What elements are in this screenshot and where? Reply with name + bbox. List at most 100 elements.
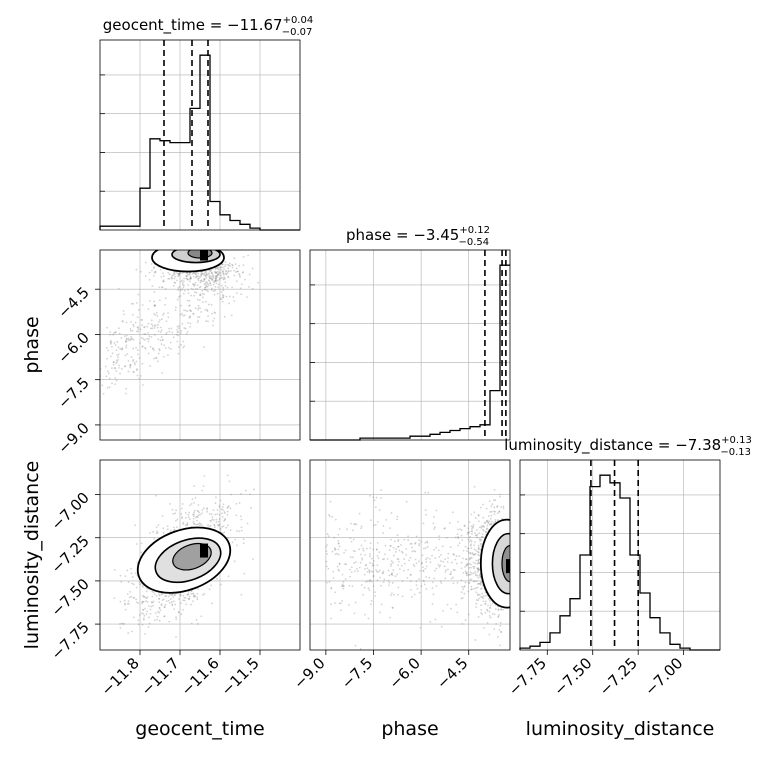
- scatter-phase-vs-luminosity_distance-point: [496, 512, 499, 515]
- scatter-phase-vs-luminosity_distance-point: [391, 572, 394, 574]
- scatter-geocent_time-vs-luminosity_distance-point: [181, 503, 184, 505]
- scatter-geocent_time-vs-phase-point: [144, 261, 147, 264]
- scatter-phase-vs-luminosity_distance-point: [354, 601, 357, 604]
- scatter-geocent_time-vs-luminosity_distance-point: [163, 606, 166, 608]
- scatter-phase-vs-luminosity_distance-point: [461, 596, 464, 599]
- scatter-geocent_time-vs-luminosity_distance-point: [168, 601, 171, 604]
- scatter-phase-vs-luminosity_distance-point: [336, 565, 339, 568]
- scatter-phase-vs-luminosity_distance-point: [382, 572, 384, 574]
- scatter-geocent_time-vs-phase-point: [209, 270, 212, 273]
- scatter-phase-vs-luminosity_distance-point: [337, 568, 340, 571]
- scatter-phase-vs-luminosity_distance-point: [481, 528, 484, 531]
- scatter-geocent_time-vs-luminosity_distance-point: [119, 600, 122, 603]
- scatter-geocent_time-vs-phase-point: [221, 270, 224, 273]
- scatter-phase-vs-luminosity_distance-point: [493, 513, 496, 516]
- scatter-geocent_time-vs-phase-point: [209, 282, 211, 284]
- scatter-phase-vs-luminosity_distance-point: [470, 547, 473, 550]
- scatter-geocent_time-vs-luminosity_distance-point: [193, 594, 195, 597]
- scatter-phase-vs-luminosity_distance-point: [410, 595, 413, 598]
- scatter-phase-vs-luminosity_distance-point: [464, 545, 467, 548]
- scatter-geocent_time-vs-luminosity_distance-point: [174, 512, 177, 515]
- scatter-geocent_time-vs-phase-point: [184, 309, 187, 312]
- scatter-geocent_time-vs-luminosity_distance-point: [145, 600, 147, 603]
- scatter-geocent_time-vs-luminosity_distance-point: [123, 622, 125, 625]
- scatter-geocent_time-vs-phase-point: [216, 276, 218, 279]
- scatter-geocent_time-vs-luminosity_distance-point: [249, 493, 251, 496]
- scatter-geocent_time-vs-luminosity_distance-point: [221, 525, 224, 528]
- scatter-geocent_time-vs-luminosity_distance-point: [142, 608, 145, 611]
- scatter-geocent_time-vs-phase-point: [204, 274, 207, 277]
- scatter-geocent_time-vs-phase-point: [153, 333, 156, 336]
- scatter-phase-vs-luminosity_distance-point: [360, 525, 363, 528]
- scatter-geocent_time-vs-phase-point: [171, 331, 174, 334]
- scatter-phase-vs-luminosity_distance-point: [435, 567, 438, 570]
- scatter-geocent_time-vs-phase-point: [160, 329, 163, 332]
- scatter-phase-vs-luminosity_distance-point: [342, 581, 345, 583]
- scatter-geocent_time-vs-phase-point: [182, 292, 185, 295]
- scatter-geocent_time-vs-phase-point: [199, 307, 202, 310]
- scatter-geocent_time-vs-phase-point: [132, 338, 135, 341]
- scatter-geocent_time-vs-luminosity_distance-point: [129, 590, 132, 593]
- scatter-geocent_time-vs-phase-point: [225, 273, 228, 276]
- scatter-phase-vs-luminosity_distance-point: [452, 582, 455, 585]
- scatter-phase-vs-luminosity_distance-point: [444, 577, 447, 580]
- scatter-phase-vs-luminosity_distance-point: [382, 524, 385, 527]
- scatter-geocent_time-vs-phase-point: [139, 375, 142, 377]
- scatter-geocent_time-vs-phase-point: [132, 358, 135, 361]
- scatter-phase-vs-luminosity_distance-point: [334, 518, 337, 521]
- scatter-geocent_time-vs-phase-point: [197, 319, 200, 322]
- scatter-geocent_time-vs-phase-point: [141, 319, 143, 321]
- scatter-phase-vs-luminosity_distance-point: [498, 511, 501, 513]
- scatter-geocent_time-vs-luminosity_distance-point: [134, 572, 137, 575]
- scatter-phase-vs-luminosity_distance-point: [391, 574, 394, 577]
- scatter-phase-vs-luminosity_distance-point: [480, 581, 483, 583]
- scatter-geocent_time-vs-luminosity_distance-point: [154, 612, 157, 615]
- scatter-geocent_time-vs-phase-point: [148, 338, 150, 340]
- scatter-geocent_time-vs-phase-point: [172, 336, 175, 339]
- scatter-geocent_time-vs-phase-point: [121, 320, 124, 322]
- scatter-phase-vs-luminosity_distance-point: [482, 529, 485, 532]
- scatter-geocent_time-vs-phase-point: [214, 279, 216, 282]
- scatter-phase-vs-luminosity_distance-point: [369, 555, 371, 558]
- scatter-geocent_time-vs-phase-point: [181, 279, 183, 282]
- scatter-phase-vs-luminosity_distance-point: [369, 579, 372, 582]
- scatter-geocent_time-vs-phase-point: [177, 352, 180, 355]
- scatter-phase-vs-luminosity_distance-point: [480, 604, 483, 606]
- scatter-geocent_time-vs-phase-point: [205, 272, 208, 275]
- scatter-geocent_time-vs-phase-point: [240, 283, 243, 286]
- scatter-geocent_time-vs-phase-point: [206, 274, 208, 277]
- scatter-geocent_time-vs-phase-point: [205, 270, 207, 273]
- scatter-geocent_time-vs-luminosity_distance-point: [137, 619, 140, 622]
- scatter-geocent_time-vs-luminosity_distance-point: [137, 623, 140, 626]
- scatter-geocent_time-vs-luminosity_distance-point: [192, 595, 195, 598]
- scatter-phase-vs-luminosity_distance-point: [428, 576, 431, 579]
- scatter-geocent_time-vs-phase-point: [127, 370, 130, 373]
- scatter-phase-vs-luminosity_distance-point: [353, 562, 356, 564]
- scatter-geocent_time-vs-luminosity_distance-point: [132, 596, 135, 599]
- scatter-geocent_time-vs-phase-point: [154, 324, 157, 327]
- scatter-geocent_time-vs-phase-point: [200, 279, 203, 282]
- scatter-geocent_time-vs-luminosity_distance-point: [208, 588, 211, 591]
- scatter-phase-vs-luminosity_distance-point: [337, 542, 340, 545]
- scatter-phase-vs-luminosity_distance-point: [468, 558, 471, 561]
- scatter-geocent_time-vs-phase-point: [214, 289, 216, 292]
- scatter-geocent_time-vs-phase-point: [138, 357, 141, 360]
- scatter-phase-vs-luminosity_distance-point: [457, 528, 459, 531]
- scatter-geocent_time-vs-luminosity_distance-point: [132, 616, 135, 619]
- scatter-geocent_time-vs-luminosity_distance-point: [218, 504, 221, 507]
- scatter-geocent_time-vs-phase-point: [196, 288, 199, 290]
- scatter-phase-vs-luminosity_distance-point: [345, 563, 348, 566]
- scatter-phase-vs-luminosity_distance-point: [475, 591, 478, 594]
- scatter-phase-vs-luminosity_distance-point: [484, 531, 487, 533]
- scatter-geocent_time-vs-phase-point: [158, 349, 161, 352]
- scatter-geocent_time-vs-phase-point: [216, 266, 219, 269]
- scatter-geocent_time-vs-luminosity_distance-point: [171, 593, 174, 596]
- scatter-phase-vs-luminosity_distance-point: [480, 535, 483, 538]
- scatter-geocent_time-vs-luminosity_distance-point: [197, 514, 200, 517]
- scatter-geocent_time-vs-phase-point: [185, 333, 188, 335]
- scatter-geocent_time-vs-luminosity_distance-point: [210, 520, 212, 523]
- scatter-geocent_time-vs-luminosity_distance-point: [189, 504, 191, 507]
- scatter-geocent_time-vs-phase-point: [147, 352, 150, 355]
- scatter-geocent_time-vs-luminosity_distance-point: [153, 537, 156, 540]
- scatter-geocent_time-vs-phase-point: [238, 273, 240, 275]
